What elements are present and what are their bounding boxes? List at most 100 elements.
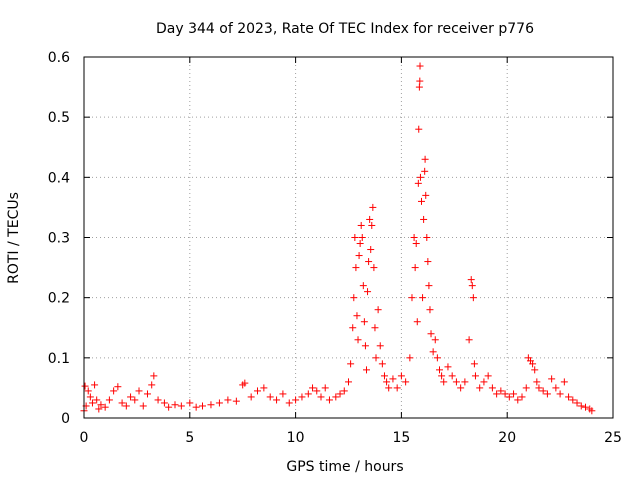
- data-point: [91, 381, 99, 389]
- data-point: [349, 324, 357, 332]
- data-point: [411, 264, 419, 272]
- y-tick-label: 0: [61, 411, 70, 427]
- data-point: [347, 360, 355, 368]
- data-point: [345, 378, 352, 386]
- data-point: [412, 240, 420, 248]
- data-point: [360, 318, 368, 326]
- data-point: [378, 360, 386, 368]
- data-point: [350, 294, 358, 302]
- data-point: [362, 366, 370, 374]
- data-point: [139, 402, 147, 410]
- data-point: [374, 306, 382, 314]
- data-point: [232, 397, 240, 405]
- data-point: [332, 393, 340, 401]
- data-point: [418, 197, 426, 205]
- data-point: [114, 383, 122, 391]
- data-point: [192, 403, 200, 411]
- data-point: [488, 384, 496, 392]
- data-point: [353, 312, 361, 320]
- data-point: [415, 83, 423, 91]
- data-point: [154, 396, 162, 404]
- data-points: [80, 62, 596, 415]
- data-point: [356, 240, 364, 248]
- data-point: [422, 191, 430, 199]
- gridlines: [84, 57, 613, 418]
- data-point: [416, 77, 424, 85]
- data-point: [457, 384, 465, 392]
- data-point: [577, 402, 585, 410]
- data-point: [581, 403, 589, 411]
- data-point: [380, 372, 388, 380]
- data-point: [143, 390, 151, 398]
- data-point: [86, 393, 94, 401]
- data-point: [423, 234, 431, 241]
- data-point: [304, 390, 312, 398]
- data-point: [361, 342, 369, 350]
- data-point: [313, 387, 321, 395]
- data-point: [359, 282, 367, 290]
- data-point: [260, 384, 268, 392]
- data-point: [402, 378, 410, 386]
- data-point: [95, 405, 103, 413]
- data-point: [165, 403, 173, 411]
- data-point: [416, 62, 424, 70]
- data-point: [419, 294, 427, 302]
- x-tick-label: 0: [80, 430, 89, 446]
- data-point: [385, 384, 393, 392]
- data-point: [358, 234, 366, 241]
- data-point: [518, 393, 526, 401]
- x-tick-label: 15: [392, 430, 410, 446]
- x-axis-label: GPS time / hours: [286, 459, 403, 475]
- data-point: [543, 390, 551, 398]
- data-point: [429, 348, 437, 356]
- data-point: [369, 203, 377, 211]
- data-point: [84, 387, 92, 395]
- chart-title: Day 344 of 2023, Rate Of TEC Index for r…: [156, 21, 534, 37]
- data-point: [148, 381, 156, 389]
- data-point: [440, 378, 448, 386]
- data-point: [433, 354, 441, 362]
- data-point: [160, 399, 168, 407]
- data-point: [414, 179, 422, 187]
- y-tick-label: 0.4: [48, 170, 70, 186]
- data-point: [438, 372, 446, 380]
- data-point: [565, 393, 573, 401]
- data-point: [336, 390, 344, 398]
- data-point: [397, 372, 405, 380]
- data-point: [548, 375, 556, 383]
- y-tick-label: 0.1: [48, 351, 70, 367]
- x-tick-label: 5: [185, 430, 194, 446]
- data-point: [325, 396, 333, 404]
- data-point: [431, 336, 439, 344]
- data-point: [368, 221, 376, 229]
- y-axis-ticks: 0 0.1 0.2 0.3 0.4 0.5 0.6: [48, 50, 613, 427]
- data-point: [135, 387, 143, 395]
- data-point: [493, 390, 501, 398]
- data-point: [177, 402, 185, 410]
- data-point: [351, 234, 359, 241]
- data-point: [426, 306, 434, 314]
- data-point: [354, 336, 362, 344]
- data-point: [131, 396, 139, 404]
- data-point: [309, 384, 317, 392]
- data-point: [105, 396, 113, 404]
- data-point: [247, 393, 255, 401]
- data-point: [510, 390, 518, 398]
- data-point: [340, 387, 348, 395]
- data-point: [408, 294, 416, 302]
- data-point: [539, 387, 547, 395]
- data-point: [533, 378, 541, 386]
- data-point: [372, 354, 380, 362]
- data-point: [364, 288, 372, 296]
- data-point: [529, 360, 537, 368]
- data-point: [186, 399, 194, 407]
- data-point: [266, 393, 274, 401]
- data-point: [292, 396, 300, 404]
- data-point: [150, 372, 158, 380]
- data-point: [452, 378, 460, 386]
- data-point: [424, 258, 432, 266]
- data-point: [514, 396, 522, 404]
- data-point: [421, 167, 429, 175]
- data-point: [501, 390, 509, 398]
- data-point: [497, 387, 505, 395]
